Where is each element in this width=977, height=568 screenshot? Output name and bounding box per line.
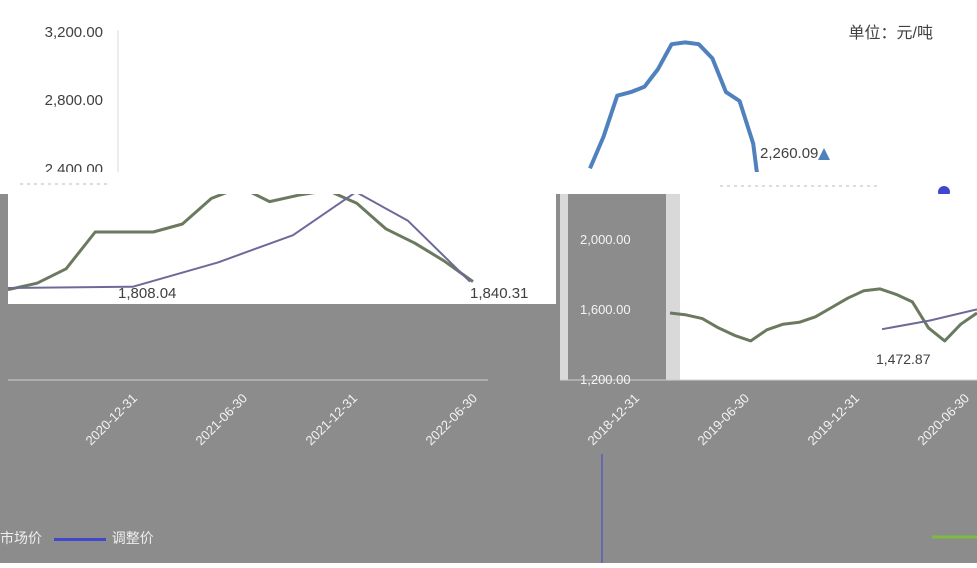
x-tick-label: 2021-12-31 <box>302 391 360 449</box>
x-tick-label: 2020-06-30 <box>8 391 10 449</box>
left-x-tick-group: 2020-06-30 2020-12-31 2021-06-30 2021-12-31… <box>0 391 480 449</box>
y-tick-label: 3,200.00 <box>45 24 103 41</box>
left-chart-panel: 1,808.04 1,840.31 2020-06-30 2020-12-31 20… <box>0 185 556 563</box>
data-label-1808: 1,808.04 <box>118 285 176 302</box>
series-line-top <box>588 40 762 198</box>
x-tick-label: 2020-12-31 <box>82 391 140 449</box>
strip-fragments <box>20 183 950 198</box>
y-tick-label: 2,400.00 <box>45 161 103 172</box>
x-tick-label: 2022-06-30 <box>422 391 480 449</box>
data-label-1840: 1,840.31 <box>470 285 528 302</box>
right-x-tick-group: 2018-12-31 2019-06-30 2019-12-31 2020-06-30 <box>584 391 972 449</box>
unit-label: 单位：元/吨 <box>849 24 933 42</box>
legend: 市场价 调整价 <box>0 528 154 548</box>
top-chart-panel: 3,200.00 2,800.00 2,400.00 单位：元/吨 2,260.… <box>0 0 977 198</box>
legend-swatch-adjusted <box>53 537 106 541</box>
right-white-divider <box>560 194 568 380</box>
data-label-1472: 1,472.87 <box>876 351 931 367</box>
top-chart-svg: 3,200.00 2,800.00 2,400.00 单位：元/吨 2,260.… <box>45 24 933 198</box>
x-tick-label: 2018-12-31 <box>584 391 642 449</box>
y-tick-label: 1,600.00 <box>580 302 631 317</box>
separator-strip <box>0 172 977 198</box>
right-plot-area <box>680 194 977 380</box>
data-label-2260: 2,260.09 <box>760 145 818 162</box>
marker-triangle <box>818 148 830 160</box>
left-plot-area <box>8 194 556 304</box>
series-line-adjusted-price <box>7 191 471 289</box>
x-tick-label: 2021-06-30 <box>192 391 250 449</box>
series-line-right-adjusted <box>881 308 977 331</box>
x-tick-label: 2019-12-31 <box>804 391 862 449</box>
legend-item-market-price: 市场价 <box>0 530 42 546</box>
right-white-divider-2 <box>666 194 680 380</box>
y-tick-label: 2,000.00 <box>580 232 631 247</box>
x-tick-label: 2020-06-30 <box>914 391 972 449</box>
y-tick-label: 1,200.00 <box>580 372 631 387</box>
left-chart-svg: 1,808.04 1,840.31 2020-06-30 2020-12-31 20… <box>0 185 556 449</box>
marker-dot <box>938 186 950 198</box>
legend-item-adjusted-price: 调整价 <box>111 530 154 546</box>
right-chart-panel: 2,000.00 1,600.00 1,200.00 1,472.87 2018… <box>560 194 977 563</box>
y-tick-label: 2,800.00 <box>45 92 103 109</box>
right-chart-svg: 2,000.00 1,600.00 1,200.00 1,472.87 2018… <box>560 194 977 563</box>
x-tick-label: 2019-06-30 <box>694 391 752 449</box>
series-line-right <box>669 287 977 343</box>
